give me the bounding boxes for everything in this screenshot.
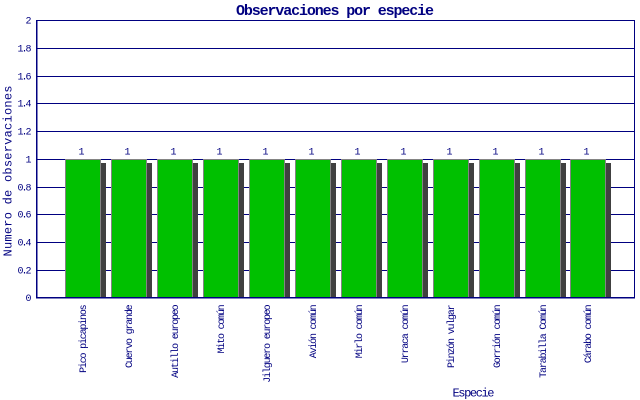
svg-text:1: 1 bbox=[446, 148, 452, 159]
svg-text:Jilguero europeo: Jilguero europeo bbox=[262, 304, 274, 382]
svg-text:0: 0 bbox=[25, 294, 31, 305]
svg-text:1: 1 bbox=[354, 148, 360, 159]
svg-text:Pico picapinos: Pico picapinos bbox=[78, 304, 90, 373]
svg-text:1.8: 1.8 bbox=[18, 45, 32, 56]
svg-text:0.2: 0.2 bbox=[18, 267, 32, 278]
svg-text:1: 1 bbox=[538, 148, 544, 159]
svg-text:1.6: 1.6 bbox=[18, 73, 32, 84]
svg-text:Urraca común: Urraca común bbox=[400, 304, 412, 363]
svg-text:1: 1 bbox=[216, 148, 222, 159]
svg-text:Avión común: Avión común bbox=[308, 304, 320, 358]
svg-text:1: 1 bbox=[400, 148, 406, 159]
svg-text:1.2: 1.2 bbox=[18, 128, 32, 139]
svg-text:Especie: Especie bbox=[453, 387, 495, 400]
svg-text:1: 1 bbox=[124, 148, 130, 159]
svg-text:Cárabo común: Cárabo común bbox=[583, 304, 595, 363]
svg-text:2: 2 bbox=[25, 17, 31, 28]
svg-text:Numero de observaciones: Numero de observaciones bbox=[2, 86, 16, 257]
svg-text:Cuervo grande: Cuervo grande bbox=[124, 304, 136, 368]
svg-text:Autillo europeo: Autillo europeo bbox=[170, 304, 182, 378]
svg-text:Pinzón vulgar: Pinzón vulgar bbox=[446, 304, 458, 368]
svg-text:0.8: 0.8 bbox=[18, 184, 32, 195]
svg-text:1.4: 1.4 bbox=[18, 100, 32, 111]
svg-text:0.4: 0.4 bbox=[18, 239, 32, 250]
svg-text:1: 1 bbox=[25, 156, 31, 167]
svg-text:Tarabilla Común: Tarabilla Común bbox=[538, 304, 550, 378]
svg-text:1: 1 bbox=[78, 148, 84, 159]
svg-text:1: 1 bbox=[492, 148, 498, 159]
svg-text:1: 1 bbox=[308, 148, 314, 159]
svg-text:Mito común: Mito común bbox=[216, 304, 228, 353]
svg-text:Mirlo común: Mirlo común bbox=[354, 304, 366, 358]
svg-text:1: 1 bbox=[583, 148, 589, 159]
svg-text:Observaciones por especie: Observaciones por especie bbox=[236, 3, 434, 20]
svg-text:Gorrión común: Gorrión común bbox=[492, 304, 504, 368]
svg-text:0.6: 0.6 bbox=[18, 211, 32, 222]
svg-text:1: 1 bbox=[262, 148, 268, 159]
svg-text:1: 1 bbox=[170, 148, 176, 159]
